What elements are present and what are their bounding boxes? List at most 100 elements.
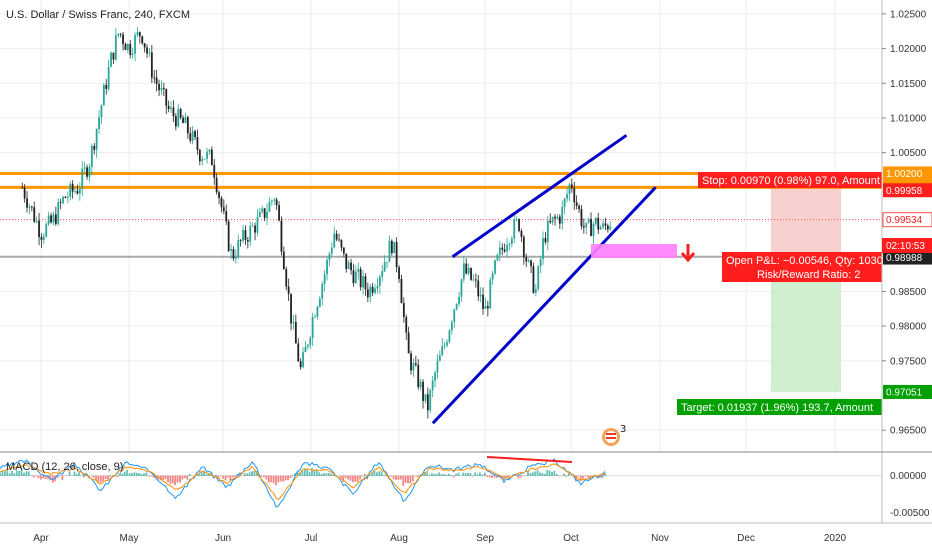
candle-body (489, 279, 492, 309)
candle-body (282, 251, 285, 270)
candle-body (220, 197, 223, 208)
candle-body (57, 202, 60, 224)
macd-histogram-bar (231, 475, 234, 478)
candle-body (465, 263, 468, 274)
macd-histogram-bar (83, 475, 85, 478)
candle-body (328, 253, 331, 260)
candle-body (117, 33, 120, 36)
macd-axis[interactable]: 0.00000 -0.00500 (890, 471, 930, 519)
candle-body (206, 151, 208, 159)
macd-histogram-bar (541, 473, 544, 476)
candle-body (376, 285, 379, 289)
macd-histogram-bar (431, 473, 433, 476)
price-axis[interactable]: 1.02500 1.02000 1.01500 1.01000 1.00500 0.985… (882, 9, 932, 437)
macd-histogram-bar (179, 475, 181, 483)
macd-histogram-bar (399, 475, 402, 480)
macd-histogram-bar (27, 471, 30, 476)
candle-body (532, 266, 535, 293)
candle-body (222, 207, 225, 212)
macd-histogram-bar (596, 475, 599, 478)
macd-histogram-bar (6, 470, 9, 476)
candle-body (182, 117, 184, 124)
macd-histogram-bar (445, 474, 448, 476)
candle-body (189, 133, 192, 141)
candle-body (347, 262, 350, 269)
time-axis[interactable]: Apr May Jun Jul Aug Sep Oct Nov Dec 2020 (33, 533, 846, 544)
price-tick-label: 0.97500 (890, 356, 927, 367)
macd-histogram-bar (565, 475, 568, 477)
macd-histogram-bar (481, 474, 484, 476)
target-label: Target: 0.01937 (1.96%) 193.7, Amount (681, 402, 873, 414)
candle-body (503, 249, 506, 252)
candle-body (354, 271, 357, 284)
candle-body (251, 225, 254, 227)
candle-body (527, 260, 530, 262)
macd-histogram-bar (447, 473, 450, 476)
macd-histogram-bar (471, 475, 474, 477)
candle-body (246, 240, 249, 242)
macd-histogram-bar (488, 475, 491, 478)
macd-label: MACD (12, 26, close, 9) (6, 461, 123, 473)
candle-body (141, 36, 144, 44)
candle-body (587, 218, 590, 223)
candle-body (64, 196, 67, 198)
macd-histogram-bar (75, 473, 78, 476)
candle-body (594, 217, 597, 224)
macd-histogram-bar (332, 474, 335, 476)
macd-histogram-bar (164, 475, 167, 480)
macd-histogram-bar (155, 475, 157, 479)
candle-body (390, 240, 393, 254)
candle-body (93, 146, 96, 150)
macd-histogram-bar (150, 475, 153, 477)
price-tick-label: 1.00500 (890, 148, 927, 159)
candle-body (424, 394, 427, 401)
candle-body (556, 216, 559, 219)
candle-body (438, 355, 441, 361)
price-tick-label: 0.98000 (890, 322, 927, 333)
candle-body (537, 266, 540, 290)
candle-body (225, 211, 228, 222)
macd-histogram-bar (455, 473, 457, 476)
macd-histogram-bar (0, 472, 1, 476)
price-tag (883, 183, 932, 198)
candle-body (270, 200, 273, 202)
candle-body (395, 241, 398, 268)
candle-body (242, 229, 244, 241)
candle-body (249, 225, 252, 242)
macd-histogram-bar (282, 475, 285, 482)
candle-body (388, 240, 391, 262)
macd-histogram-bar (464, 473, 467, 476)
candle-body (292, 322, 295, 324)
candle-body (112, 52, 115, 60)
candle-body (148, 52, 151, 54)
candle-body (100, 105, 103, 118)
macd-pane[interactable] (0, 453, 882, 523)
macd-histogram-bar (539, 472, 541, 476)
macd-histogram-bar (601, 475, 604, 479)
candle-body (88, 166, 91, 177)
candle-body (386, 261, 388, 263)
us-flag-event-icon[interactable]: 3 (602, 424, 626, 446)
candle-body (441, 346, 444, 356)
candle-body (484, 306, 487, 309)
candle-body (544, 238, 547, 243)
candle-body (316, 306, 319, 317)
macd-histogram-bar (390, 475, 393, 477)
macd-histogram-bar (407, 475, 409, 483)
candle-body (323, 274, 326, 284)
price-pane[interactable] (0, 0, 882, 451)
macd-histogram-bar (227, 475, 229, 478)
candle-body (455, 303, 458, 310)
candle-body (239, 240, 242, 241)
macd-histogram-bar (3, 471, 6, 476)
candle-body (90, 146, 93, 167)
macd-histogram-bar (534, 471, 537, 476)
macd-histogram-bar (536, 470, 539, 476)
macd-histogram-bar (260, 475, 263, 477)
candle-body (525, 257, 528, 262)
candle-body (573, 188, 576, 203)
macd-histogram-bar (363, 474, 366, 476)
candle-body (208, 149, 211, 152)
macd-histogram-bar (59, 475, 61, 476)
